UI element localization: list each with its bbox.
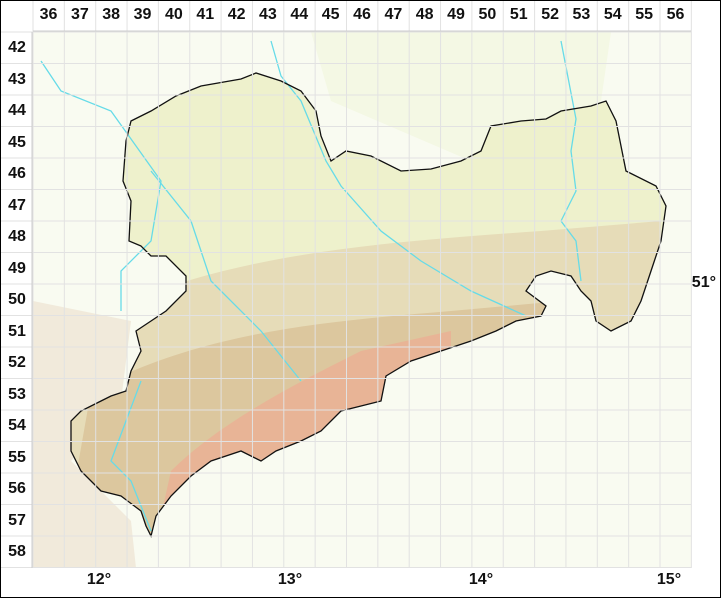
row-label: 55	[8, 448, 26, 466]
row-label: 43	[8, 70, 26, 88]
longitude-label: 13°	[277, 571, 303, 588]
column-label: 53	[572, 6, 591, 23]
column-label: 39	[133, 6, 152, 23]
column-label: 40	[164, 6, 183, 23]
column-label: 36	[39, 6, 58, 23]
column-label: 45	[321, 6, 340, 23]
river-saale	[40, 60, 162, 311]
row-label: 57	[8, 511, 26, 529]
row-label: 53	[8, 385, 26, 403]
column-label: 47	[384, 6, 403, 23]
longitude-label: 12°	[86, 571, 112, 588]
column-label: 50	[478, 6, 497, 23]
row-label: 44	[8, 102, 26, 119]
row-label: 46	[8, 165, 26, 182]
column-label: 38	[102, 6, 121, 23]
column-label: 49	[447, 6, 465, 23]
column-label: 51	[509, 6, 528, 23]
river-mulde	[150, 170, 302, 382]
row-label: 54	[8, 417, 26, 434]
column-label: 55	[635, 6, 654, 23]
column-label: 41	[196, 6, 215, 23]
longitude-label: 15°	[656, 571, 682, 588]
column-label: 54	[603, 6, 622, 23]
river-elster	[110, 380, 152, 532]
row-label: 52	[8, 354, 26, 371]
row-label: 56	[8, 480, 26, 497]
column-label: 52	[541, 6, 559, 23]
column-label: 43	[259, 6, 277, 23]
river-neisse	[560, 40, 582, 282]
latitude-label: 51°	[691, 274, 716, 291]
column-label: 56	[666, 6, 685, 23]
row-label: 48	[8, 228, 26, 245]
grid-lines	[1, 1, 692, 568]
row-label: 47	[8, 196, 26, 214]
row-label: 49	[8, 259, 26, 277]
row-label: 42	[8, 39, 26, 56]
row-label: 51	[8, 322, 26, 340]
row-label: 58	[8, 543, 26, 560]
row-label: 45	[8, 133, 26, 151]
column-label: 44	[290, 6, 309, 23]
longitude-label: 14°	[468, 571, 494, 588]
column-label: 48	[415, 6, 434, 23]
column-label: 37	[70, 6, 89, 23]
column-label: 42	[227, 6, 246, 23]
row-label: 50	[8, 291, 26, 308]
column-label: 46	[353, 6, 371, 23]
